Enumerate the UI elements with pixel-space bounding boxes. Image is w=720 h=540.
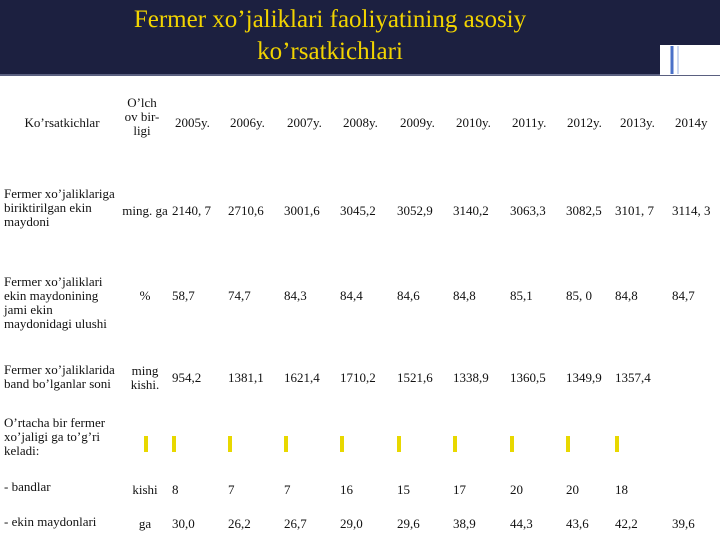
value-cell: 3140,2 bbox=[453, 203, 489, 218]
header-cell: 2007y. bbox=[287, 115, 322, 130]
value-cell: 30,0 bbox=[172, 516, 195, 531]
value-cell: 84,4 bbox=[340, 288, 363, 303]
marker bbox=[228, 436, 232, 452]
unit-cell: ming kishi. bbox=[130, 363, 160, 392]
row-label: Fermer xo’jaliklarida band bo’lganlar so… bbox=[4, 362, 115, 391]
value-cell: 3114, 3 bbox=[672, 203, 711, 218]
value-cell: 84,7 bbox=[672, 288, 695, 303]
row-label: O’rtacha bir fermer xo’jaligi ga to’g’ri… bbox=[4, 415, 106, 458]
value-cell: 20 bbox=[566, 482, 579, 497]
value-cell: 16 bbox=[340, 482, 353, 497]
value-cell: 8 bbox=[172, 482, 179, 497]
value-cell: 84,6 bbox=[397, 288, 420, 303]
marker bbox=[615, 436, 619, 452]
header-cell: 2009y. bbox=[400, 115, 435, 130]
unit-cell: ga bbox=[138, 516, 152, 531]
marker bbox=[340, 436, 344, 452]
value-cell: 3101, 7 bbox=[615, 203, 654, 218]
value-cell: 20 bbox=[510, 482, 523, 497]
value-cell: 1349,9 bbox=[566, 370, 602, 385]
value-cell: 84,3 bbox=[284, 288, 307, 303]
value-cell: 74,7 bbox=[228, 288, 251, 303]
value-cell: 3001,6 bbox=[284, 203, 320, 218]
value-cell: 1710,2 bbox=[340, 370, 376, 385]
value-cell: 58,7 bbox=[172, 288, 195, 303]
value-cell: 1357,4 bbox=[615, 370, 651, 385]
unit-cell: ming. ga bbox=[122, 203, 168, 218]
value-cell: 3082,5 bbox=[566, 203, 602, 218]
title-band: Fermer xo’jaliklari faoliyatining asosiy… bbox=[0, 0, 720, 76]
value-cell: 7 bbox=[228, 482, 235, 497]
value-cell: 38,9 bbox=[453, 516, 476, 531]
value-cell: 85,1 bbox=[510, 288, 533, 303]
header-cell: 2012y. bbox=[567, 115, 602, 130]
header-cell: O’lch ov bir-ligi bbox=[124, 95, 160, 138]
value-cell: 39,6 bbox=[672, 516, 695, 531]
header-cell: 2011y. bbox=[512, 115, 547, 130]
value-cell: 26,7 bbox=[284, 516, 307, 531]
value-cell: 18 bbox=[615, 482, 628, 497]
unit-cell: % bbox=[139, 288, 151, 303]
header-cell: 2005y. bbox=[175, 115, 210, 130]
value-cell: 1621,4 bbox=[284, 370, 320, 385]
value-cell: 2710,6 bbox=[228, 203, 264, 218]
marker bbox=[144, 436, 148, 452]
value-cell: 85, 0 bbox=[566, 288, 592, 303]
value-cell: 17 bbox=[453, 482, 466, 497]
value-cell: 7 bbox=[284, 482, 291, 497]
value-cell: 1360,5 bbox=[510, 370, 546, 385]
value-cell: 2140, 7 bbox=[172, 203, 211, 218]
value-cell: 26,2 bbox=[228, 516, 251, 531]
marker bbox=[397, 436, 401, 452]
value-cell: 15 bbox=[397, 482, 410, 497]
marker bbox=[510, 436, 514, 452]
header-cell: 2013y. bbox=[620, 115, 655, 130]
value-cell: 3052,9 bbox=[397, 203, 433, 218]
header-cell: 2008y. bbox=[343, 115, 378, 130]
header-cell: Ko’rsatkichlar bbox=[24, 115, 100, 130]
row-label: Fermer xo’jaliklariga biriktirilgan ekin… bbox=[4, 186, 115, 229]
value-cell: 84,8 bbox=[615, 288, 638, 303]
value-cell: 42,2 bbox=[615, 516, 638, 531]
value-cell: 1521,6 bbox=[397, 370, 433, 385]
marker bbox=[172, 436, 176, 452]
value-cell: 3045,2 bbox=[340, 203, 376, 218]
value-cell: 29,6 bbox=[397, 516, 420, 531]
marker bbox=[566, 436, 570, 452]
row-label: - ekin maydonlari bbox=[4, 514, 97, 529]
decoration bbox=[660, 45, 720, 75]
header-cell: 2006y. bbox=[230, 115, 265, 130]
value-cell: 1381,1 bbox=[228, 370, 264, 385]
row-label: - bandlar bbox=[4, 479, 51, 494]
marker bbox=[284, 436, 288, 452]
value-cell: 43,6 bbox=[566, 516, 589, 531]
value-cell: 954,2 bbox=[172, 370, 202, 385]
header-cell: 2010y. bbox=[456, 115, 491, 130]
marker bbox=[453, 436, 457, 452]
value-cell: 3063,3 bbox=[510, 203, 546, 218]
header-cell: 2014y bbox=[675, 115, 708, 130]
value-cell: 84,8 bbox=[453, 288, 476, 303]
value-cell: 1338,9 bbox=[453, 370, 489, 385]
value-cell: 29,0 bbox=[340, 516, 363, 531]
unit-cell: kishi bbox=[132, 482, 158, 497]
value-cell: 44,3 bbox=[510, 516, 533, 531]
title: Fermer xo’jaliklari faoliyatining asosiy… bbox=[133, 6, 527, 65]
row-label: Fermer xo’jaliklari ekin maydonining jam… bbox=[4, 274, 107, 331]
